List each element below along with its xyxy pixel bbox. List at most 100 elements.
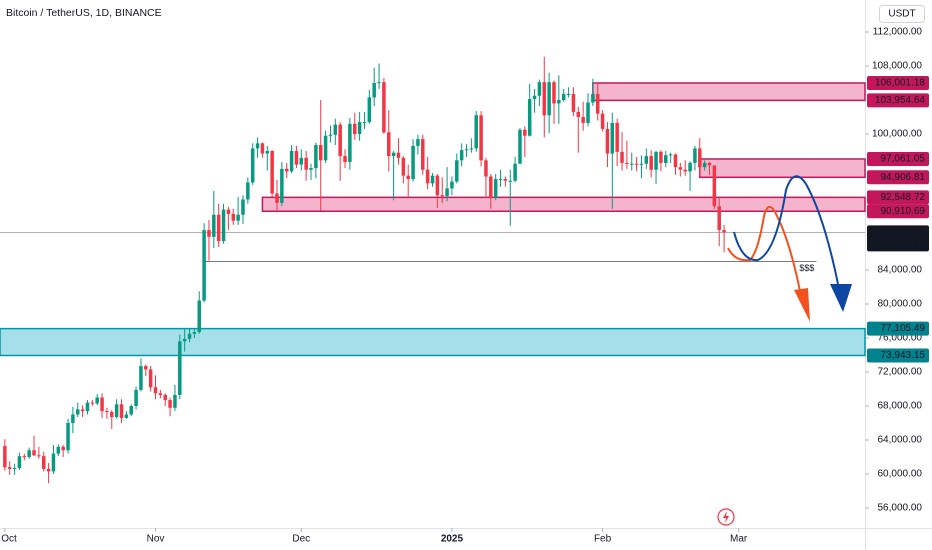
candle-body [625, 162, 629, 164]
candle-body [100, 397, 104, 412]
zone-price-label: 73,943.15 [881, 350, 926, 361]
chart-title: Bitcoin / TetherUS, 1D, BINANCE [6, 7, 162, 19]
candle-body [493, 179, 498, 198]
candle-body [377, 82, 381, 84]
zone-price-label: 106,001.18 [875, 78, 925, 89]
candle-body [236, 214, 240, 221]
orange-arrowhead [794, 288, 810, 322]
candle-body [221, 209, 226, 242]
candle-body [250, 148, 255, 183]
candle-body [698, 148, 702, 168]
candle-body [382, 82, 386, 133]
candle-body [139, 366, 143, 390]
liquidity-label: $$$ [799, 263, 814, 273]
candle-body [712, 165, 717, 207]
candle-body [450, 181, 454, 189]
candle-body [576, 111, 581, 118]
candle-body [440, 195, 444, 197]
candle-body [202, 230, 206, 301]
x-tick-label: Feb [594, 534, 612, 545]
candle-body [265, 151, 270, 154]
candle-body [37, 455, 41, 457]
candle-body [547, 82, 551, 116]
candle-body [688, 162, 692, 172]
candle-body [260, 143, 265, 154]
candle-body [702, 162, 707, 168]
candle-body [27, 450, 31, 457]
candle-body [362, 122, 367, 124]
blue-path [733, 175, 839, 285]
candle-body [314, 145, 318, 169]
candle-body [289, 151, 294, 172]
candle-body [489, 176, 493, 198]
candle-body [114, 404, 119, 418]
candle-body [532, 95, 537, 100]
candle-body [557, 100, 561, 104]
last-price-bg [867, 225, 929, 252]
candle-body [124, 414, 129, 418]
zone-price-label-bg [867, 93, 929, 108]
zone-price-label-bg [867, 75, 929, 90]
candle-body [479, 115, 483, 161]
candle-body [192, 332, 197, 334]
candle-body [275, 193, 279, 203]
candle-body [401, 157, 406, 176]
candle-body [284, 168, 289, 172]
candle-body [246, 182, 250, 200]
candle-body [352, 123, 357, 135]
icon-bolt[interactable] [723, 511, 729, 523]
candle-body [105, 411, 109, 413]
x-tick-label: Mar [730, 534, 748, 545]
candle-body [644, 156, 649, 164]
candle-body [153, 387, 158, 394]
candle-body [197, 300, 201, 333]
zone-price-label-bg [867, 151, 929, 166]
y-tick-label: 64,000.00 [878, 435, 923, 446]
y-tick-label: 72,000.00 [878, 367, 923, 378]
candle-body [620, 151, 624, 163]
candle-body [241, 199, 245, 215]
candle-body [294, 151, 299, 165]
y-tick-label: 100,000.00 [872, 129, 922, 140]
candle-body [722, 230, 726, 233]
candle-body [542, 82, 547, 116]
candle-body [629, 163, 634, 165]
projection-arrows [727, 175, 852, 322]
candle-body [498, 179, 503, 181]
candle-body [610, 122, 615, 154]
candle-body [207, 230, 211, 237]
x-tick-label: Dec [292, 534, 310, 545]
currency-label[interactable]: USDT [888, 9, 915, 20]
candle-body [693, 148, 697, 163]
candle-body [634, 163, 639, 165]
candle-body [158, 393, 163, 395]
zone [0, 327, 866, 357]
candle-body [445, 188, 449, 197]
candle-body [46, 468, 51, 472]
replay-icon[interactable] [717, 508, 735, 526]
zone-price-label-bg [867, 321, 929, 336]
y-tick-label: 112,000.00 [873, 27, 923, 38]
candle-body [80, 409, 85, 412]
candle-body [3, 445, 7, 468]
candle-body [571, 94, 576, 112]
zone [261, 196, 866, 213]
candle-body [566, 94, 571, 96]
candle-body [163, 394, 167, 401]
y-tick-label: 76,000.00 [878, 333, 923, 344]
candle-body [678, 167, 683, 170]
zone-price-label: 90,910.69 [881, 206, 926, 217]
candle-body [659, 151, 663, 163]
candle-body [605, 128, 610, 154]
candle-body [41, 456, 46, 469]
candle-body [187, 333, 192, 339]
zone [592, 82, 866, 102]
zone-price-label-bg [867, 348, 929, 363]
candle-body [425, 169, 430, 184]
candle-body [119, 404, 124, 418]
currency-button[interactable] [879, 5, 925, 23]
candle-body [591, 94, 595, 103]
candle-body [333, 124, 338, 135]
candle-body [338, 124, 342, 157]
